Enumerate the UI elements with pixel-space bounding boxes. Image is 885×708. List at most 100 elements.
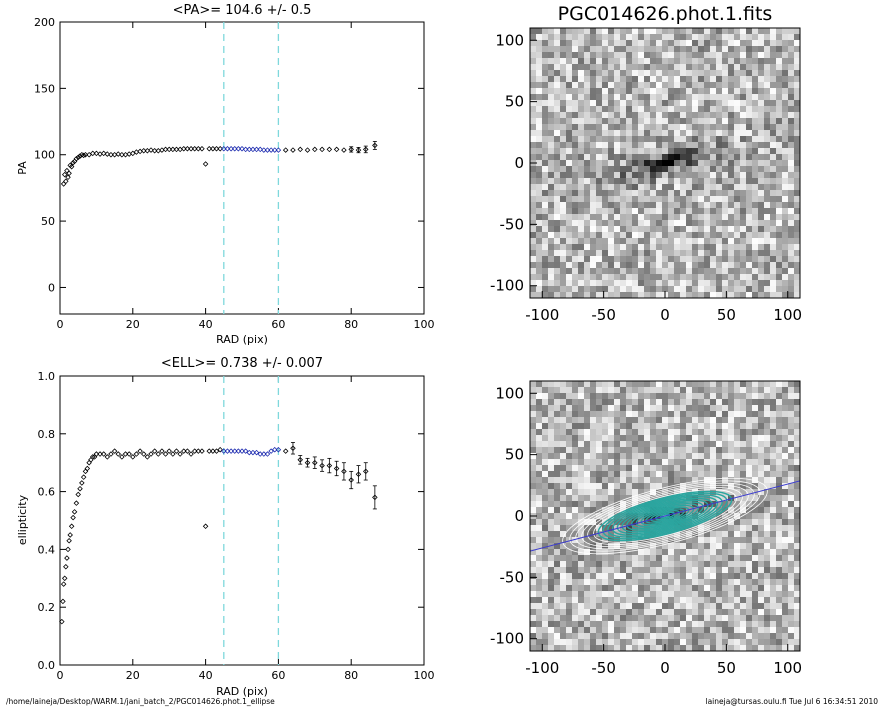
data-point [242, 146, 249, 153]
x-tick-label: 100 [773, 659, 802, 677]
data-point [206, 448, 213, 454]
data-point [144, 454, 151, 460]
data-point [71, 509, 78, 515]
data-point [133, 451, 140, 457]
y-tick-label: 0 [48, 281, 55, 294]
data-point [77, 485, 83, 492]
data-point [355, 147, 362, 153]
data-point [275, 446, 282, 453]
major-axis-line [530, 480, 800, 552]
data-point [80, 474, 87, 480]
y-tick-label: -50 [500, 568, 525, 586]
x-tick-label: -100 [525, 659, 559, 677]
data-point [268, 147, 274, 153]
data-point [312, 459, 318, 466]
data-point [180, 448, 187, 454]
data-point [104, 454, 111, 460]
data-point [304, 459, 311, 466]
data-point [326, 462, 333, 469]
data-point [312, 146, 318, 153]
ell-plot-title: <ELL>= 0.738 +/- 0.007 [161, 356, 323, 371]
data-point [362, 146, 369, 153]
x-tick-label: 80 [344, 318, 358, 331]
x-tick-label: 50 [717, 306, 736, 324]
data-point [104, 151, 111, 157]
data-point [130, 454, 136, 460]
data-point [319, 462, 325, 469]
data-point [162, 146, 169, 153]
x-tick-label: 0 [57, 669, 64, 682]
data-point [108, 451, 114, 457]
x-tick-label: 50 [717, 659, 736, 677]
data-point [213, 145, 220, 152]
isophote-image-ticks: -100 -50 0 50 100 -100 -50 0 50 100 [490, 384, 802, 677]
data-point [261, 451, 267, 457]
data-point [65, 546, 71, 553]
data-point [115, 451, 122, 457]
data-point [170, 146, 176, 153]
y-tick-label: 100 [34, 149, 55, 162]
data-point [355, 471, 362, 478]
data-point [119, 151, 125, 158]
data-point [326, 146, 333, 153]
data-point [84, 465, 91, 472]
y-tick-label: 1.0 [38, 370, 56, 383]
data-point [191, 448, 198, 454]
data-point [130, 150, 136, 157]
data-point [140, 147, 147, 154]
y-tick-label: 0.2 [38, 601, 56, 614]
data-point [333, 465, 340, 472]
data-point [82, 151, 89, 158]
x-tick-label: 80 [344, 669, 358, 682]
data-point [253, 449, 260, 456]
data-point [73, 155, 80, 162]
data-point [60, 581, 67, 587]
data-point [257, 146, 263, 153]
data-point [224, 145, 231, 152]
data-point [297, 146, 304, 153]
image-title: PGC014626.phot.1.fits [558, 3, 773, 25]
data-point [271, 446, 278, 453]
x-tick-label: 100 [414, 669, 435, 682]
footer-user-stamp: laineja@tursas.oulu.fi Tue Jul 6 16:34:5… [706, 697, 879, 706]
data-point [242, 448, 249, 454]
x-tick-label: 0 [57, 318, 64, 331]
data-point [213, 448, 220, 454]
data-point [341, 147, 347, 153]
data-point [210, 448, 216, 454]
data-point [239, 145, 245, 152]
data-point [63, 178, 69, 185]
data-point [180, 145, 187, 152]
y-tick-label: 100 [495, 384, 524, 402]
pa-range-lines [223, 22, 280, 314]
y-tick-label: 150 [34, 82, 55, 95]
data-point [235, 448, 242, 454]
x-tick-label: 0 [660, 306, 670, 324]
x-tick-label: 0 [660, 659, 670, 677]
y-tick-label: 0 [514, 507, 524, 525]
data-point [151, 147, 158, 154]
data-point [264, 451, 271, 457]
data-point [61, 575, 68, 582]
data-point [173, 448, 180, 454]
data-point [228, 145, 234, 152]
x-tick-label: 100 [414, 318, 435, 331]
data-point [137, 448, 143, 454]
data-point [235, 145, 242, 152]
y-tick-label: 0.0 [38, 659, 56, 672]
data-point [271, 147, 278, 153]
isophote-overlay [530, 477, 800, 555]
y-tick-label: 0.6 [38, 486, 56, 499]
data-point [282, 147, 289, 153]
isophote-image-pixels [530, 381, 800, 651]
ell-xlabel: RAD (pix) [216, 685, 268, 698]
data-point [75, 154, 81, 161]
pa-xlabel: RAD (pix) [216, 333, 268, 346]
galaxy-image-pixels [530, 28, 800, 298]
data-point [70, 514, 76, 521]
y-tick-label: 0.4 [38, 543, 56, 556]
data-point [177, 451, 183, 457]
x-tick-label: 100 [773, 306, 802, 324]
data-point [148, 147, 154, 153]
data-point [188, 145, 194, 152]
